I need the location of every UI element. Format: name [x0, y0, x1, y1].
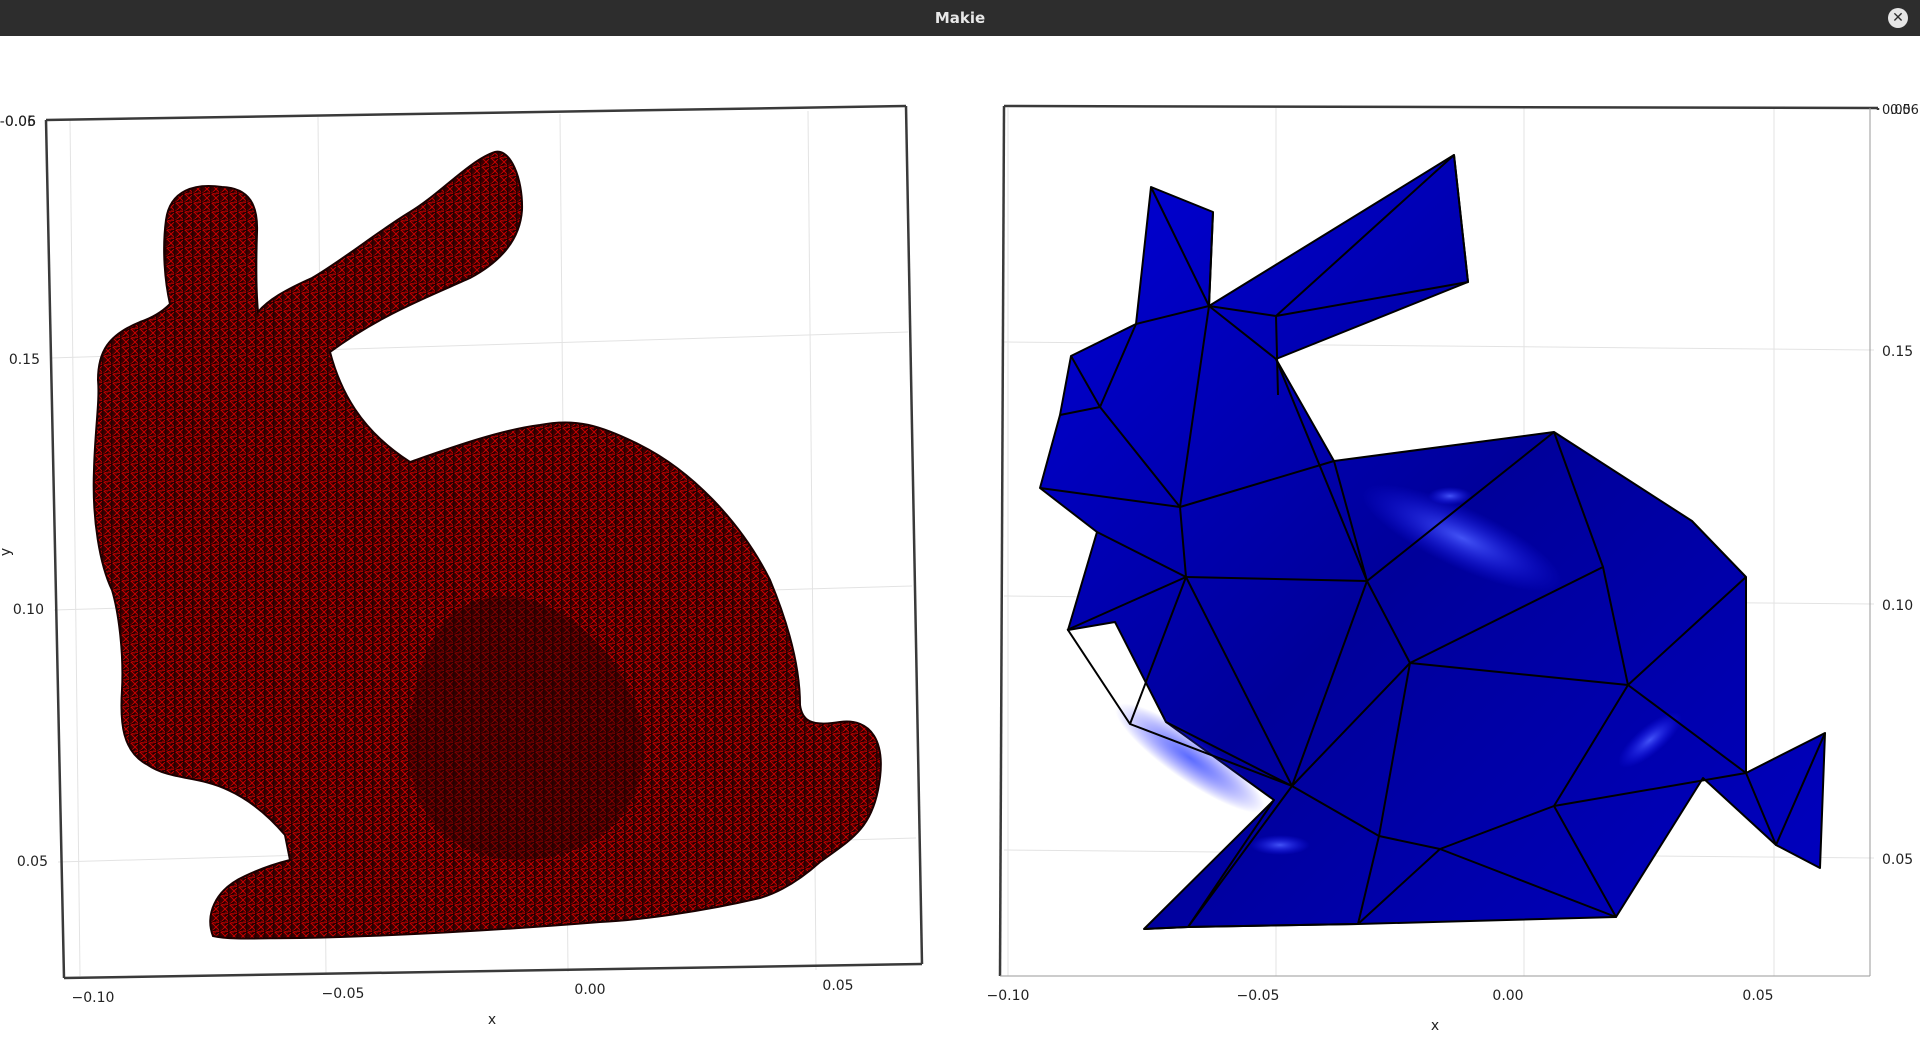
makie-figure: −0.10 −0.05 0.00 0.05 x 0.15 0.10 0.05 y… [0, 36, 1920, 1048]
lowpoly-bunny-highlight [1618, 712, 1682, 768]
left-3d-axis[interactable]: −0.10 −0.05 0.00 0.05 x 0.15 0.10 0.05 y… [0, 104, 924, 1028]
left-x-tick: −0.10 [72, 990, 115, 1006]
right-corner-tick: 0.05 [1882, 103, 1911, 118]
right-y-tick: 0.05 [1882, 852, 1913, 868]
left-corner-tick-overlap: 0.05 [5, 114, 36, 130]
lowpoly-bunny-mesh [1039, 154, 1826, 930]
right-x-tick: 0.05 [1742, 988, 1773, 1004]
left-corner-tick: -0.06 [0, 114, 36, 130]
right-x-tick: −0.05 [1237, 988, 1280, 1004]
right-xlabel: x [1431, 1018, 1439, 1034]
right-y-tick: 0.15 [1882, 344, 1913, 360]
left-y-tick: 0.10 [13, 602, 44, 618]
left-x-tick: 0.00 [574, 982, 605, 998]
right-y-tick: 0.10 [1882, 598, 1913, 614]
left-x-ticks: −0.10 −0.05 0.00 0.05 [72, 978, 854, 1006]
lowpoly-bunny-edges [1039, 154, 1826, 930]
left-frame [44, 104, 924, 980]
left-y-tick: 0.05 [17, 854, 48, 870]
left-y-ticks: 0.15 0.10 0.05 [9, 352, 48, 870]
right-x-tick: −0.10 [987, 988, 1030, 1004]
dense-bunny-inner-shading [408, 596, 644, 860]
lowpoly-bunny-highlight [1115, 703, 1265, 813]
left-x-tick: −0.05 [322, 986, 365, 1002]
right-x-ticks: −0.10 −0.05 0.00 0.05 [987, 988, 1774, 1004]
left-y-tick: 0.15 [9, 352, 40, 368]
lowpoly-bunny-highlight [1428, 487, 1472, 505]
window-title: Makie [934, 9, 986, 27]
right-y-ticks: 0.15 0.10 0.05 [1882, 344, 1913, 868]
right-corner-tick-overlap: 0.06 [1890, 103, 1919, 118]
left-x-tick: 0.05 [822, 978, 853, 994]
lowpoly-bunny-highlight [1250, 835, 1310, 855]
lowpoly-bunny-highlight [1361, 484, 1563, 592]
right-x-tick: 0.00 [1492, 988, 1523, 1004]
close-button[interactable]: ✕ [1888, 8, 1908, 28]
title-bar: Makie ✕ [0, 0, 1920, 36]
right-frame [998, 104, 1880, 977]
dense-bunny-mesh [92, 150, 882, 940]
left-xlabel: x [488, 1012, 496, 1028]
left-ylabel: y [0, 548, 14, 556]
right-3d-axis[interactable]: −0.10 −0.05 0.00 0.05 x 0.15 0.10 0.05 0… [987, 103, 1919, 1034]
